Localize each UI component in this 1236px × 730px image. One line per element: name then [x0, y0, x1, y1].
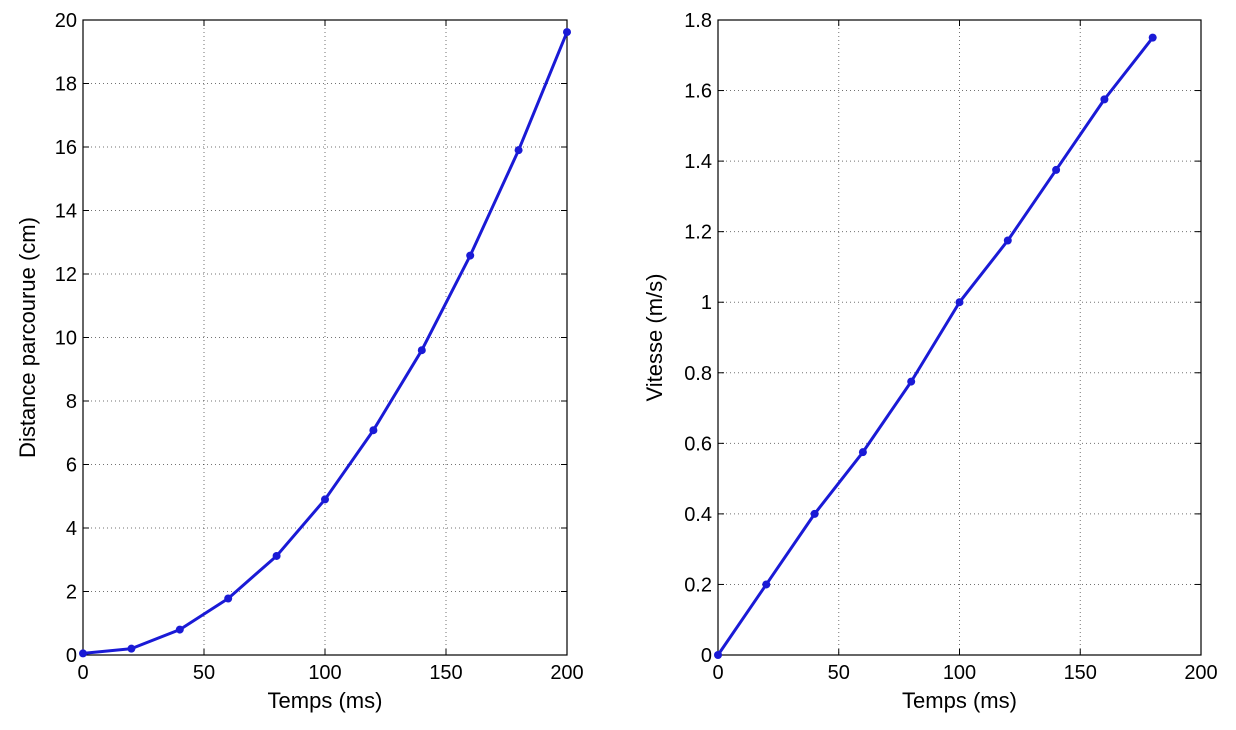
data-point: [272, 551, 281, 560]
y-tick-label: 16: [55, 137, 77, 159]
data-point: [1003, 236, 1012, 245]
data-point: [369, 426, 378, 435]
y-tick-label: 0: [66, 645, 77, 667]
x-axis-label: Temps (ms): [268, 688, 383, 713]
data-point: [321, 495, 329, 504]
y-tick-label: 10: [55, 328, 77, 350]
y-tick-label: 1.2: [684, 222, 712, 244]
x-tick-label: 50: [828, 662, 850, 684]
y-tick-label: 14: [55, 201, 77, 223]
y-tick-label: 4: [66, 518, 77, 540]
y-tick-label: 0.2: [684, 574, 712, 596]
y-tick-label: 12: [55, 264, 77, 286]
data-point: [127, 644, 136, 653]
y-axis-label: Distance parcourue (cm): [15, 217, 40, 458]
y-tick-label: 6: [66, 455, 77, 477]
series-line: [716, 36, 1154, 656]
x-tick-label: 50: [193, 662, 215, 684]
x-tick-label: 0: [712, 662, 723, 684]
data-point: [175, 625, 184, 634]
data-point: [714, 651, 722, 659]
y-tick-label: 1.4: [684, 151, 712, 173]
speed-chart: 0 50 100 150 200 0 0.2 0.4 0.6 0.8 1 1.2 1.4 1.6 1.8 Te…: [642, 10, 1218, 713]
y-tick-label: 8: [66, 391, 77, 413]
y-tick-label: 0.4: [684, 504, 712, 526]
y-tick-label: 0.8: [684, 363, 712, 385]
data-point: [810, 509, 819, 518]
y-tick-label: 2: [66, 582, 77, 604]
y-tick-label: 1.6: [684, 81, 712, 103]
x-tick-label: 150: [429, 662, 462, 684]
data-point: [79, 649, 87, 658]
data-point: [1148, 33, 1157, 42]
data-point: [762, 580, 771, 589]
x-tick-label: 100: [943, 662, 976, 684]
x-tick-label: 150: [1064, 662, 1097, 684]
data-point: [224, 594, 233, 603]
data-point: [955, 298, 964, 307]
data-point: [1100, 95, 1109, 104]
y-tick-label: 1.8: [684, 10, 712, 32]
data-point: [858, 448, 867, 457]
y-tick-label: 1: [701, 292, 712, 314]
x-tick-label: 100: [308, 662, 341, 684]
x-tick-label: 0: [77, 662, 88, 684]
data-point: [563, 28, 571, 37]
data-point: [907, 377, 916, 386]
y-axis-label: Vitesse (m/s): [642, 274, 667, 402]
distance-chart: 0 50 100 150 200 0 2 4 6 8 10 12 14 16 18 20 Temps (ms) D…: [15, 10, 584, 713]
y-tick-label: 18: [55, 74, 77, 96]
x-tick-label: 200: [1184, 662, 1217, 684]
x-axis-label: Temps (ms): [902, 688, 1017, 713]
data-point: [466, 251, 475, 260]
y-tick-label: 20: [55, 10, 77, 32]
data-point: [514, 146, 523, 155]
data-point: [1052, 165, 1061, 174]
plot-area-frame: [717, 19, 1202, 656]
y-tick-label: 0.6: [684, 433, 712, 455]
y-tick-label: 0: [701, 645, 712, 667]
data-point: [417, 346, 426, 355]
x-tick-label: 200: [550, 662, 583, 684]
